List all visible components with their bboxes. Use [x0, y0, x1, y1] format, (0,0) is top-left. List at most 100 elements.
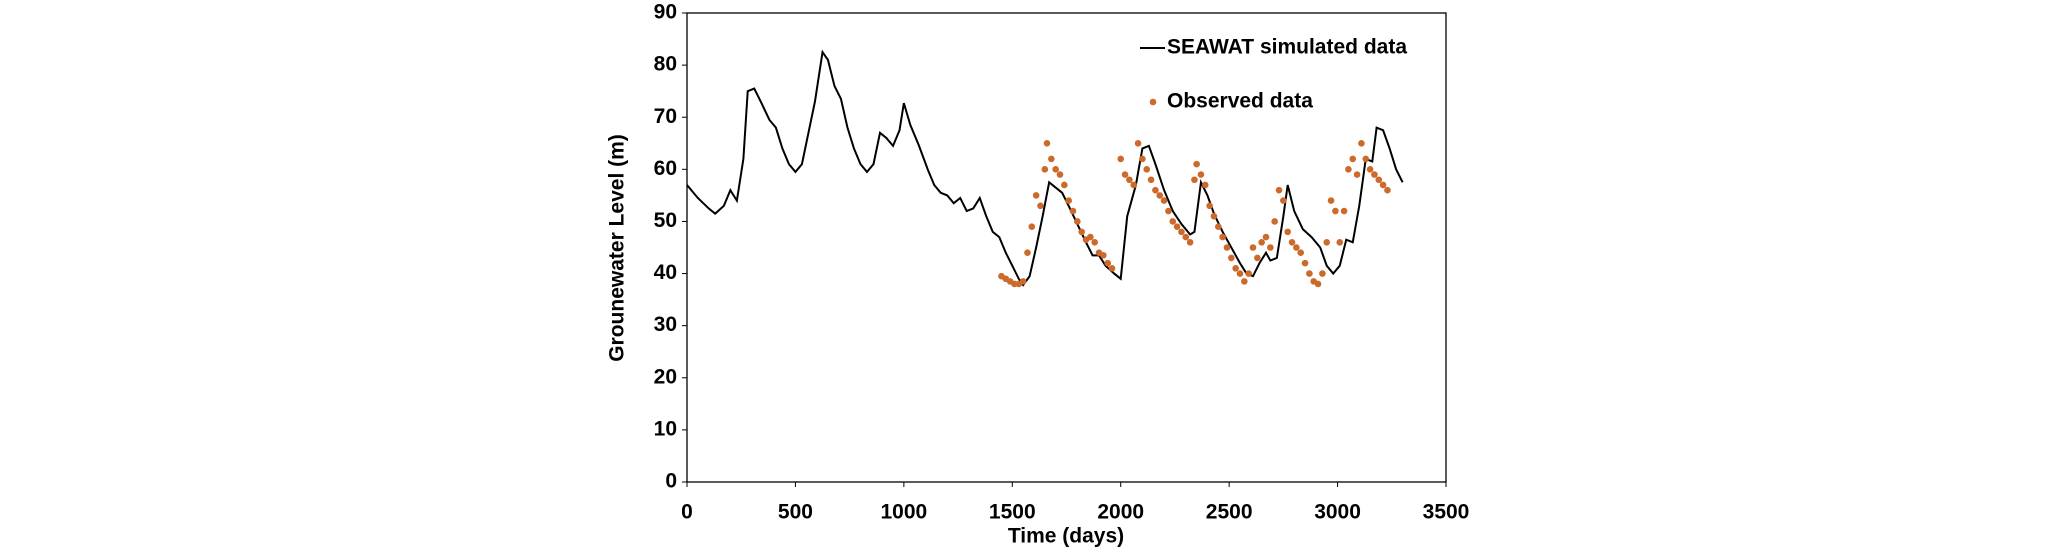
scatter-point	[1319, 270, 1326, 277]
scatter-point	[1215, 223, 1222, 230]
scatter-point	[1271, 218, 1278, 225]
scatter-point	[1249, 244, 1257, 251]
scatter-point	[1024, 249, 1031, 257]
scatter-point	[1306, 270, 1313, 277]
scatter-point	[1147, 176, 1155, 184]
scatter-point	[1182, 233, 1190, 241]
scatter-point	[1186, 238, 1194, 246]
scatter-point	[1037, 202, 1044, 210]
legend-marker	[1149, 98, 1157, 106]
plot-frame	[686, 12, 1447, 483]
scatter-point	[1041, 166, 1049, 173]
scatter-point	[1371, 171, 1378, 178]
scatter-point	[1121, 171, 1129, 178]
scatter-point	[1043, 139, 1051, 147]
scatter-point	[1052, 166, 1059, 173]
scatter-point	[1358, 139, 1365, 147]
x-tick-label: 3000	[1314, 501, 1361, 524]
scatter-point	[1206, 202, 1213, 210]
scatter-point	[1134, 139, 1142, 147]
scatter-point	[1156, 192, 1164, 199]
x-axis-title: Time (days)	[1008, 525, 1124, 548]
scatter-point	[1074, 218, 1081, 225]
scatter-point	[1267, 244, 1274, 251]
y-tick-label: 70	[654, 105, 677, 128]
legend-label: Observed data	[1167, 90, 1313, 113]
scatter-point	[1236, 270, 1244, 277]
scatter-point	[1056, 171, 1064, 178]
y-tick-label: 10	[654, 417, 677, 440]
x-tick-label: 500	[778, 501, 813, 524]
scatter-point	[1160, 197, 1168, 204]
scatter-point	[1332, 207, 1339, 215]
scatter-point	[1340, 207, 1348, 215]
scatter-point	[1048, 155, 1055, 163]
scatter-point	[1245, 270, 1252, 277]
scatter-point	[1345, 166, 1352, 173]
scatter-point	[1232, 265, 1239, 272]
scatter-point	[1143, 166, 1151, 173]
scatter-point	[1384, 186, 1391, 194]
x-tick-label: 2000	[1097, 501, 1144, 524]
scatter-point	[1178, 228, 1185, 236]
scatter-point	[1254, 254, 1261, 262]
x-tick-label: 0	[681, 501, 693, 524]
x-tick-label: 3500	[1423, 501, 1470, 524]
scatter-point	[1130, 181, 1138, 189]
scatter-point	[1223, 244, 1231, 251]
scatter-point	[1193, 160, 1200, 168]
scatter-point	[1258, 238, 1265, 246]
scatter-point	[1100, 252, 1107, 259]
scatter-point	[1201, 181, 1209, 189]
scatter-point	[1108, 265, 1116, 272]
scatter-point	[1349, 155, 1357, 163]
scatter-point	[1173, 223, 1181, 230]
scatter-point	[1379, 181, 1387, 189]
scatter-point	[1228, 254, 1235, 262]
scatter-point	[1165, 207, 1172, 215]
scatter-point	[1032, 192, 1040, 199]
scatter-point	[1241, 278, 1248, 285]
y-tick-label: 20	[654, 365, 677, 388]
y-tick-label: 30	[654, 313, 677, 336]
x-tick-label: 1000	[880, 501, 927, 524]
scatter-point	[1210, 212, 1218, 220]
scatter-point	[1104, 259, 1112, 267]
scatter-point	[1280, 197, 1287, 204]
scatter-point	[1019, 278, 1027, 285]
scatter-point	[1219, 233, 1226, 241]
scatter-point	[1297, 249, 1305, 257]
scatter-point	[1126, 176, 1133, 184]
scatter-point	[1323, 238, 1331, 246]
scatter-point	[1152, 186, 1159, 194]
scatter-point	[1065, 197, 1072, 204]
x-tick-label: 1500	[989, 501, 1036, 524]
scatter-point	[1191, 176, 1198, 184]
scatter-point	[1314, 280, 1322, 288]
scatter-point	[1028, 223, 1036, 230]
scatter-point	[1288, 238, 1296, 246]
scatter-point	[1139, 155, 1146, 163]
scatter-point	[1091, 238, 1098, 246]
scatter-point	[1366, 166, 1374, 173]
scatter-point	[1069, 207, 1077, 215]
y-tick-label: 50	[654, 209, 677, 232]
scatter-point	[1061, 181, 1068, 189]
legend-label: SEAWAT simulated data	[1167, 36, 1407, 59]
scatter-point	[1117, 155, 1125, 163]
scatter-point	[1293, 244, 1300, 251]
scatter-point	[1301, 259, 1309, 267]
scatter-point	[1336, 238, 1344, 246]
y-tick-label: 0	[665, 470, 677, 493]
scatter-point	[1197, 171, 1205, 178]
scatter-point	[1375, 176, 1383, 184]
y-axis-title: Grounewater Level (m)	[606, 134, 629, 362]
scatter-point	[1284, 228, 1291, 236]
scatter-point	[1078, 228, 1085, 236]
x-tick-label: 2500	[1206, 501, 1253, 524]
y-tick-label: 80	[654, 53, 677, 76]
y-tick-label: 40	[654, 261, 677, 284]
scatter-point	[1169, 218, 1177, 225]
